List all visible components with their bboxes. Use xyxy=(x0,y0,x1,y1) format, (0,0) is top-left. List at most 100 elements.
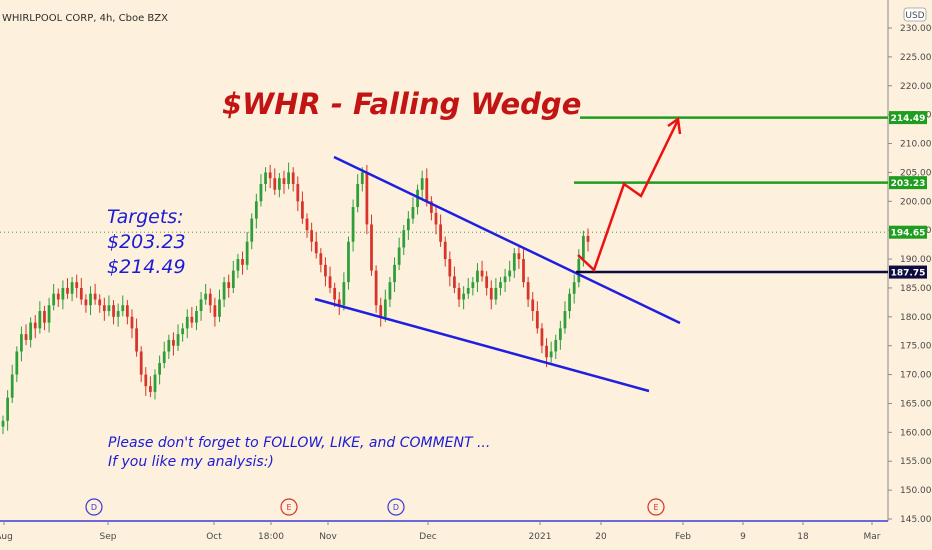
candle-body xyxy=(494,287,498,300)
candle-body xyxy=(38,311,42,329)
candle-body xyxy=(56,293,60,300)
candle-body xyxy=(121,305,125,312)
price-tag-label: 194.65 xyxy=(891,228,926,238)
y-tick-label: 145.00 xyxy=(900,515,932,525)
candle-body xyxy=(176,334,180,346)
candle-body xyxy=(485,276,489,288)
candle-body xyxy=(199,299,203,312)
candle-body xyxy=(480,270,484,277)
candle-body xyxy=(356,183,360,208)
candle-body xyxy=(393,264,396,283)
candle-body xyxy=(568,293,571,312)
y-tick-label: 225.00 xyxy=(900,53,932,63)
candle-body xyxy=(66,287,69,294)
candle-body xyxy=(1,420,5,427)
candle-body xyxy=(314,241,318,254)
y-tick-label: 230.00 xyxy=(900,24,932,34)
candle-body xyxy=(181,328,185,335)
event-label: D xyxy=(393,503,399,512)
candle-body xyxy=(6,397,9,421)
candle-body xyxy=(324,264,327,277)
candle-body xyxy=(213,305,217,317)
event-label: E xyxy=(286,503,291,512)
candle-body xyxy=(406,218,410,231)
candle-body xyxy=(374,270,378,306)
candle-body xyxy=(471,282,475,288)
x-tick-label: Feb xyxy=(675,532,691,542)
x-tick-label: 18 xyxy=(797,532,809,542)
candle-body xyxy=(185,316,189,329)
candle-body xyxy=(167,339,171,352)
price-tag xyxy=(889,111,927,125)
candle-body xyxy=(89,293,92,306)
candle-body xyxy=(508,270,512,277)
candle-body xyxy=(144,374,148,387)
dividend-event-icon[interactable] xyxy=(85,498,103,516)
candle-body xyxy=(84,299,88,306)
candle-body xyxy=(130,316,134,329)
y-tick-label: 170.00 xyxy=(900,371,932,381)
candle-body xyxy=(264,172,267,184)
candle-body xyxy=(577,259,581,283)
candle-body xyxy=(563,311,567,329)
candle-body xyxy=(365,172,369,225)
candle-body xyxy=(503,276,507,283)
candle-body xyxy=(195,311,198,323)
candle-body xyxy=(52,293,56,306)
candle-body xyxy=(227,282,231,288)
candle-body xyxy=(172,339,175,346)
candle-body xyxy=(462,293,466,300)
candle-body xyxy=(420,178,424,190)
candle-body xyxy=(259,183,263,202)
candle-body xyxy=(107,305,111,312)
targets-heading: Targets: xyxy=(107,206,184,228)
candle-body xyxy=(98,299,102,306)
x-axis: Aug Sep Oct 18:00 Nov Dec 2021 20 Feb 9 18 Mar xyxy=(0,521,881,542)
candle-body xyxy=(208,293,212,306)
y-tick-label: 190.00 xyxy=(900,255,932,265)
earnings-event-icon[interactable] xyxy=(280,498,298,516)
price-tag xyxy=(889,176,927,190)
candle-body xyxy=(47,305,51,323)
candle-body xyxy=(250,218,254,242)
candle-body xyxy=(20,334,23,352)
candle-body xyxy=(222,282,226,300)
candle-body xyxy=(582,235,585,260)
candle-body xyxy=(411,207,415,219)
earnings-event-icon[interactable] xyxy=(647,498,665,516)
candle-body xyxy=(10,374,14,398)
y-tick-label: 220.00 xyxy=(900,82,932,92)
price-tag-label: 214.49 xyxy=(891,114,926,124)
candle-body xyxy=(388,282,392,300)
candle-body xyxy=(305,218,309,231)
candle-body xyxy=(204,293,208,300)
candle-body xyxy=(102,305,106,312)
x-tick-label: Aug xyxy=(0,532,13,542)
candle-body xyxy=(43,311,46,323)
price-tag xyxy=(889,265,927,279)
price-tag-label: 203.23 xyxy=(891,179,926,189)
candle-body xyxy=(337,299,341,306)
x-tick-label: 2021 xyxy=(529,532,552,542)
x-tick-label: 9 xyxy=(740,532,746,542)
candle-body xyxy=(125,305,129,317)
candle-body xyxy=(430,201,433,213)
dividend-event-icon[interactable] xyxy=(387,498,405,516)
candle-body xyxy=(153,374,157,392)
x-tick-label: Dec xyxy=(419,532,436,542)
candle-body xyxy=(558,328,562,340)
candle-body xyxy=(370,224,373,271)
candle-body xyxy=(328,276,332,288)
target-value-1: $203.23 xyxy=(107,231,186,253)
candle-body xyxy=(139,351,143,375)
candle-body xyxy=(443,241,447,260)
x-tick-label: Sep xyxy=(100,532,117,542)
candle-body xyxy=(29,322,33,340)
candle-body xyxy=(434,212,438,225)
candle-body xyxy=(517,253,521,260)
candle-body xyxy=(149,386,152,392)
y-tick-label: 210.00 xyxy=(900,140,932,150)
